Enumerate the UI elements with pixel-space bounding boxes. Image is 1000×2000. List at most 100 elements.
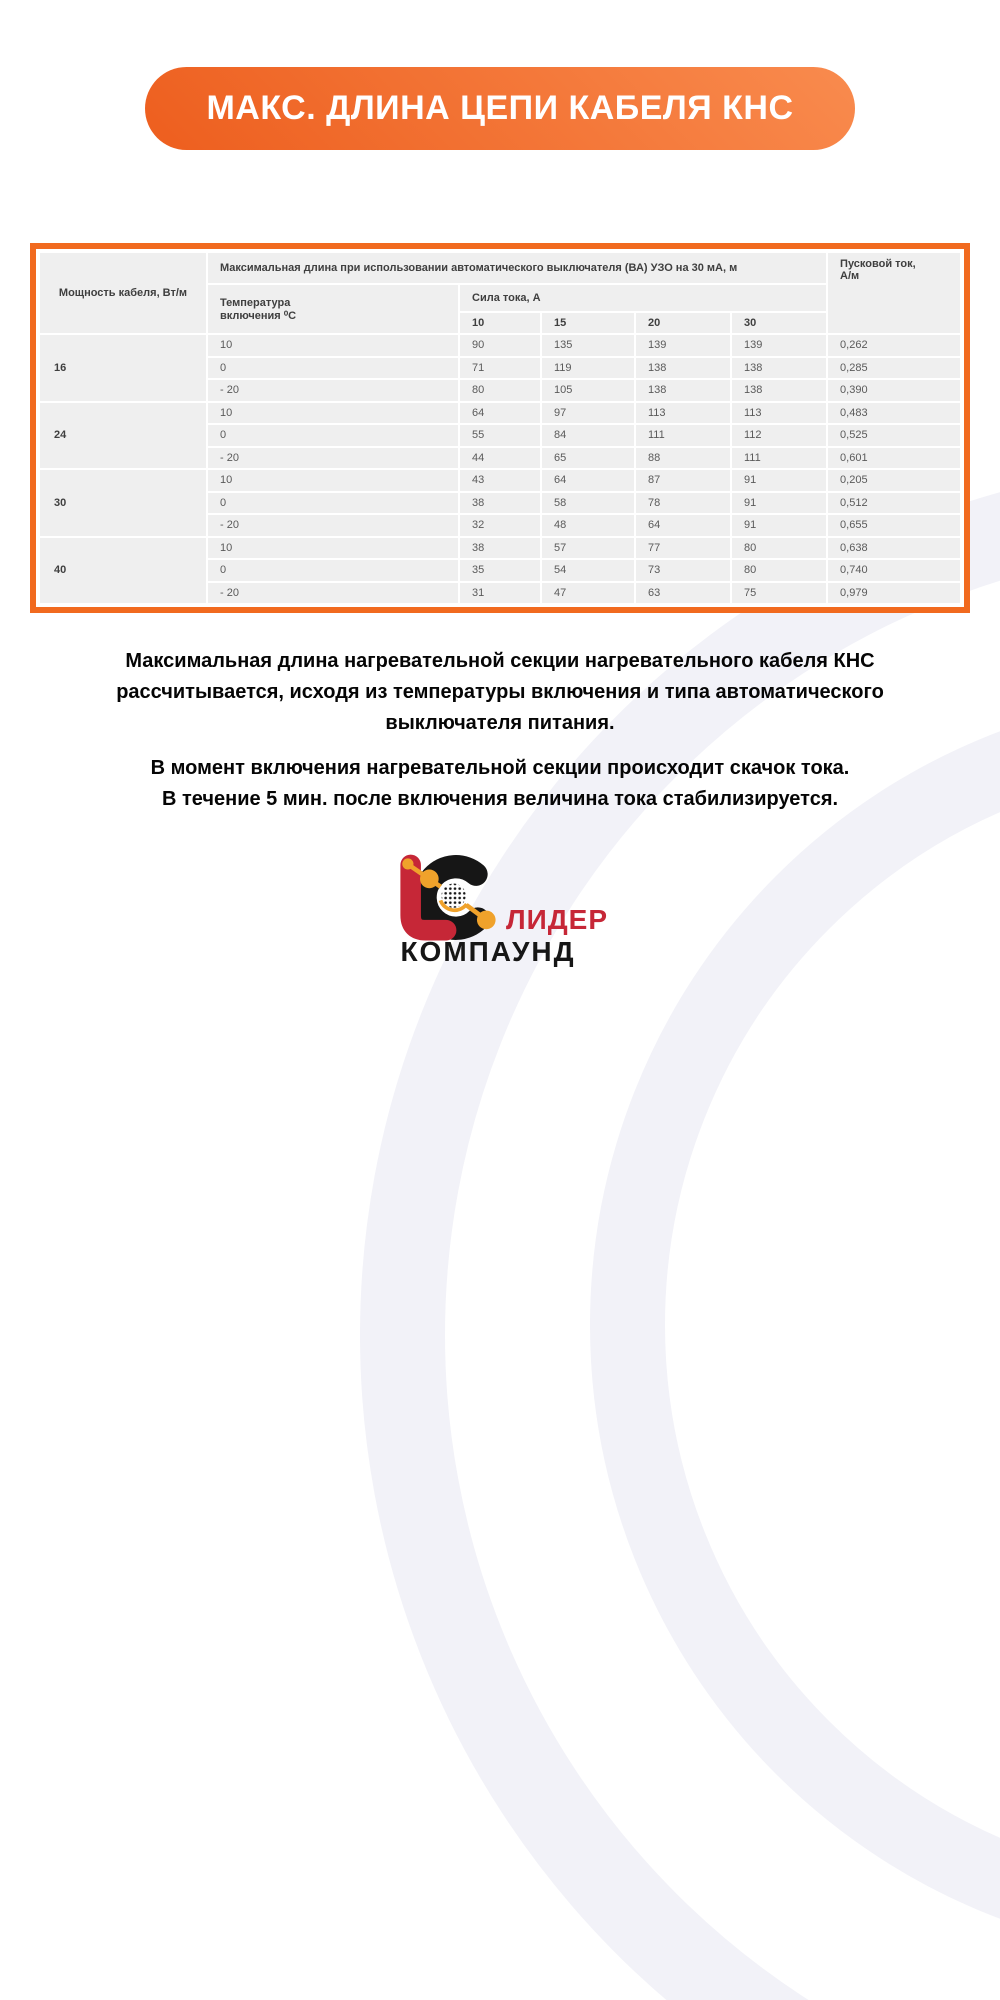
value-cell: 32: [460, 515, 540, 536]
value-cell: 113: [636, 402, 730, 423]
header-current-30: 30: [732, 313, 827, 333]
power-group-cell: 40: [40, 537, 206, 603]
company-logo: ЛИДЕР КОМПАУНД: [0, 852, 1000, 968]
value-cell: 0,262: [828, 335, 960, 356]
value-cell: 38: [460, 537, 540, 558]
temperature-cell: 0: [208, 560, 458, 581]
value-cell: 78: [636, 492, 730, 513]
value-cell: 35: [460, 560, 540, 581]
value-cell: 71: [460, 357, 540, 378]
value-cell: 77: [636, 537, 730, 558]
value-cell: 90: [460, 335, 540, 356]
value-cell: 58: [542, 492, 634, 513]
logo-text-lider: ЛИДЕР: [505, 904, 609, 935]
table-row: 0 55 84 111 112 0,525: [40, 425, 960, 446]
value-cell: 48: [542, 515, 634, 536]
temperature-cell: - 20: [208, 582, 458, 603]
value-cell: 111: [636, 425, 730, 446]
header-max-length: Максимальная длина при использовании авт…: [208, 253, 827, 283]
temperature-cell: 10: [208, 335, 458, 356]
value-cell: 97: [542, 402, 634, 423]
value-cell: 0,740: [828, 560, 960, 581]
table-row: 16 10 90 135 139 139 0,262: [40, 335, 960, 401]
value-cell: 111: [732, 447, 827, 468]
value-cell: 0,390: [828, 380, 960, 401]
table-row: - 20 31 47 63 75 0,979: [40, 582, 960, 603]
value-cell: 73: [636, 560, 730, 581]
table-row: 24 10 64 97 113 113 0,483: [40, 402, 960, 468]
logo-text-compound: КОМПАУНД: [400, 936, 576, 967]
value-cell: 80: [732, 560, 827, 581]
header-current-20: 20: [636, 313, 730, 333]
paragraph-1: Максимальная длина нагревательной секции…: [116, 650, 884, 734]
value-cell: 0,512: [828, 492, 960, 513]
table-row: 40 10 38 57 77 80 0,638: [40, 537, 960, 603]
value-cell: 84: [542, 425, 634, 446]
value-cell: 91: [732, 492, 827, 513]
power-group-cell: 30: [40, 470, 206, 536]
table-row: 0 71 119 138 138 0,285: [40, 357, 960, 378]
header-row-3: 10 15 20 30: [40, 313, 960, 333]
value-cell: 63: [636, 582, 730, 603]
title-banner: МАКС. ДЛИНА ЦЕПИ КАБЕЛЯ КНС: [145, 67, 855, 150]
value-cell: 0,525: [828, 425, 960, 446]
table-row: 0 38 58 78 91 0,512: [40, 492, 960, 513]
value-cell: 43: [460, 470, 540, 491]
value-cell: 64: [460, 402, 540, 423]
value-cell: 0,601: [828, 447, 960, 468]
value-cell: 38: [460, 492, 540, 513]
table-row: - 20 80 105 138 138 0,390: [40, 380, 960, 401]
value-cell: 119: [542, 357, 634, 378]
table-body: 16 10 90 135 139 139 0,262 0 71 119 138 138 0,285- 2…: [40, 335, 960, 603]
power-group-cell: 16: [40, 335, 206, 401]
value-cell: 138: [732, 380, 827, 401]
header-inrush-current: Пусковой ток, А/м: [828, 253, 960, 333]
temperature-cell: 0: [208, 357, 458, 378]
temperature-cell: 10: [208, 470, 458, 491]
value-cell: 0,205: [828, 470, 960, 491]
value-cell: 55: [460, 425, 540, 446]
value-cell: 64: [542, 470, 634, 491]
temperature-cell: - 20: [208, 515, 458, 536]
header-current: Сила тока, А: [460, 285, 827, 311]
temperature-cell: 0: [208, 492, 458, 513]
value-cell: 80: [732, 537, 827, 558]
description-text: Максимальная длина нагревательной секции…: [0, 646, 1000, 815]
value-cell: 112: [732, 425, 827, 446]
value-cell: 139: [636, 335, 730, 356]
value-cell: 138: [636, 357, 730, 378]
page-title: МАКС. ДЛИНА ЦЕПИ КАБЕЛЯ КНС: [206, 89, 794, 127]
value-cell: 75: [732, 582, 827, 603]
value-cell: 80: [460, 380, 540, 401]
value-cell: 105: [542, 380, 634, 401]
value-cell: 57: [542, 537, 634, 558]
paragraph-2: В момент включения нагревательной секции…: [150, 757, 850, 810]
value-cell: 0,655: [828, 515, 960, 536]
value-cell: 87: [636, 470, 730, 491]
value-cell: 0,483: [828, 402, 960, 423]
temperature-cell: - 20: [208, 447, 458, 468]
value-cell: 31: [460, 582, 540, 603]
value-cell: 113: [732, 402, 827, 423]
header-row-2: Температура включения ⁰С Сила тока, А: [40, 285, 960, 333]
value-cell: 64: [636, 515, 730, 536]
value-cell: 138: [636, 380, 730, 401]
header-current-10: 10: [460, 313, 540, 333]
value-cell: 44: [460, 447, 540, 468]
header-current-15: 15: [542, 313, 634, 333]
temperature-cell: 10: [208, 537, 458, 558]
header-temperature: Температура включения ⁰С: [208, 285, 458, 333]
value-cell: 0,285: [828, 357, 960, 378]
table-row: - 20 44 65 88 111 0,601: [40, 447, 960, 468]
value-cell: 0,638: [828, 537, 960, 558]
temperature-cell: - 20: [208, 380, 458, 401]
table-header: Мощность кабеля, Вт/м Максимальная длина…: [40, 253, 960, 333]
value-cell: 0,979: [828, 582, 960, 603]
value-cell: 135: [542, 335, 634, 356]
value-cell: 91: [732, 470, 827, 491]
value-cell: 88: [636, 447, 730, 468]
value-cell: 139: [732, 335, 827, 356]
table-row: - 20 32 48 64 91 0,655: [40, 515, 960, 536]
header-row-1: Мощность кабеля, Вт/м Максимальная длина…: [40, 253, 960, 333]
data-table-frame: Мощность кабеля, Вт/м Максимальная длина…: [30, 243, 970, 613]
